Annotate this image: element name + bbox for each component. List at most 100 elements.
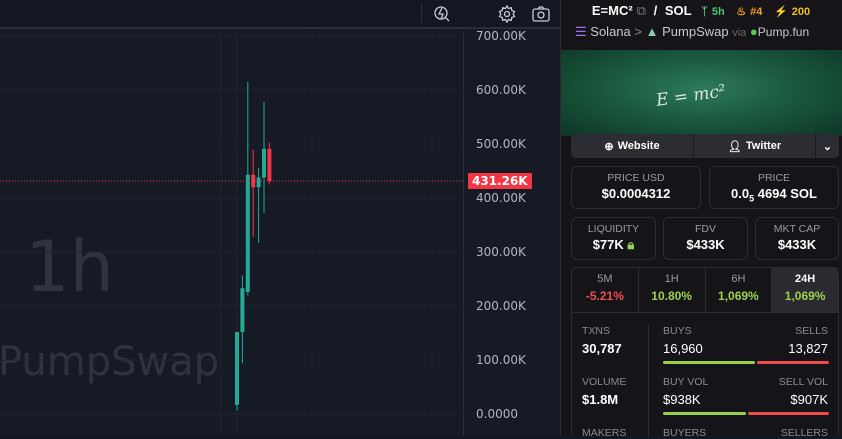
candle-body bbox=[251, 174, 256, 188]
chevron-down-icon: ⌄ bbox=[822, 140, 833, 153]
sell-vol-bar bbox=[748, 412, 829, 415]
y-tick-label: 200.00K bbox=[476, 299, 526, 313]
sell-vol-value: $907K bbox=[790, 392, 828, 407]
price-usd-card: PRICE USD $0.0004312 bbox=[571, 166, 701, 209]
social-links: ⊕ Website 👤︎ Twitter ⌄ bbox=[571, 134, 839, 158]
timeframe-tabs: 5M -5.21% 1H 10.80% 6H 1,069% 24H 1,069% bbox=[572, 268, 838, 313]
dex-link[interactable]: PumpSwap bbox=[662, 24, 729, 39]
sellers-label: SELLERS bbox=[780, 427, 828, 439]
token-banner-image: E = mc² bbox=[561, 50, 842, 136]
launchpad-link[interactable]: Pump.fun bbox=[757, 25, 810, 39]
buy-vol-bar bbox=[663, 412, 746, 415]
pill-icon: ● bbox=[749, 24, 758, 39]
pair-separator: / bbox=[653, 3, 658, 18]
boost-value: 200 bbox=[791, 6, 811, 18]
price-axis[interactable]: 700.00K 600.00K 500.00K 400.00K 300.00K 200.0… bbox=[463, 29, 560, 436]
candle-body bbox=[235, 331, 239, 405]
timeframe-stats: 5M -5.21% 1H 10.80% 6H 1,069% 24H 1,069% TXN… bbox=[571, 267, 839, 439]
fdv-card: FDV $433K bbox=[663, 217, 748, 260]
pair-info-panel: E=MC² ⧉ / SOL ᛉ 5h ♨ #4 ⚡ 200 ☰ Solana > ▲ P… bbox=[560, 0, 842, 439]
user-icon: 👤︎ bbox=[727, 140, 742, 153]
fdv-value: $433K bbox=[686, 237, 725, 252]
y-tick-label: 600.00K bbox=[476, 83, 526, 97]
tab-change: -5.21% bbox=[585, 289, 624, 303]
chart-toolbar bbox=[0, 0, 560, 29]
candle-body bbox=[256, 177, 261, 188]
rank-badge: ♨ #4 bbox=[734, 6, 764, 18]
age-badge: ᛉ 5h bbox=[699, 6, 726, 18]
watermark-interval: 1h bbox=[25, 226, 114, 308]
boost-badge: ⚡ 200 bbox=[772, 6, 812, 18]
candle-body bbox=[267, 148, 272, 182]
sells-bar bbox=[757, 361, 829, 364]
globe-icon: ⊕ bbox=[604, 140, 614, 153]
solana-icon: ☰ bbox=[575, 24, 587, 39]
watermark-source: PumpSwap bbox=[0, 339, 220, 385]
toolbar-divider bbox=[421, 3, 422, 23]
tab-6h[interactable]: 6H 1,069% bbox=[706, 268, 773, 312]
mktcap-label: MKT CAP bbox=[773, 223, 821, 235]
tab-change: 1,069% bbox=[784, 289, 826, 303]
banner-text: E = mc² bbox=[654, 81, 727, 111]
copy-icon[interactable]: ⧉ bbox=[636, 3, 646, 18]
buyers-label: BUYERS bbox=[663, 427, 707, 439]
tab-24h[interactable]: 24H 1,069% bbox=[772, 268, 838, 312]
fdv-label: FDV bbox=[695, 223, 716, 235]
tab-5m[interactable]: 5M -5.21% bbox=[572, 268, 639, 312]
twitter-label: Twitter bbox=[745, 140, 782, 152]
indicator-search-icon[interactable] bbox=[432, 4, 452, 24]
candles-layer bbox=[0, 31, 463, 436]
candle-body bbox=[262, 148, 266, 178]
liquidity-value: $77K bbox=[592, 237, 624, 252]
price-chart[interactable]: ) 1h PumpSwap 700.00K 600.00K 500.00K 400.0… bbox=[0, 0, 560, 436]
buys-label: BUYS bbox=[663, 325, 692, 337]
more-links-button[interactable]: ⌄ bbox=[816, 134, 839, 158]
plot-area[interactable]: ) 1h PumpSwap bbox=[0, 31, 463, 436]
price-native-label: PRICE bbox=[757, 172, 791, 184]
buys-bar bbox=[663, 361, 755, 364]
price-native-zeros: 5 bbox=[749, 193, 755, 204]
pair-header: E=MC² ⧉ / SOL ᛉ 5h ♨ #4 ⚡ 200 bbox=[561, 3, 842, 19]
price-native-card: PRICE 0.05 4694 SOL bbox=[709, 166, 839, 209]
tab-1h[interactable]: 1H 10.80% bbox=[639, 268, 706, 312]
last-price-label: 431.26K bbox=[468, 173, 532, 190]
buys-value: 16,960 bbox=[663, 341, 703, 356]
candle-body bbox=[240, 288, 245, 332]
quote-symbol: SOL bbox=[664, 3, 692, 18]
candle-body bbox=[245, 174, 250, 292]
lock-icon[interactable]: 🔒︎ bbox=[627, 237, 635, 252]
camera-icon[interactable] bbox=[531, 4, 551, 24]
twitter-button[interactable]: 👤︎ Twitter bbox=[694, 134, 816, 158]
breadcrumb: ☰ Solana > ▲ PumpSwap via ●Pump.fun bbox=[575, 24, 810, 39]
tab-label: 5M bbox=[597, 273, 613, 285]
website-button[interactable]: ⊕ Website bbox=[571, 134, 694, 158]
stats-divider bbox=[648, 325, 649, 437]
y-tick-label: 300.00K bbox=[476, 245, 526, 259]
liquidity-label: LIQUIDITY bbox=[587, 223, 640, 235]
tab-label: 24H bbox=[795, 273, 816, 285]
y-tick-label: 500.00K bbox=[476, 137, 526, 151]
buy-vol-value: $938K bbox=[663, 392, 701, 407]
flame-icon: ♨ bbox=[736, 6, 747, 18]
lightning-icon: ⚡ bbox=[774, 6, 788, 18]
tab-label: 6H bbox=[731, 273, 746, 285]
price-native-value: 4694 SOL bbox=[757, 186, 817, 201]
website-label: Website bbox=[617, 140, 660, 152]
chain-link[interactable]: Solana bbox=[590, 24, 631, 39]
gear-icon[interactable] bbox=[497, 4, 517, 24]
token-symbol: E=MC² bbox=[591, 3, 633, 18]
sells-value: 13,827 bbox=[788, 341, 828, 356]
pumpswap-icon: ▲ bbox=[645, 24, 659, 39]
volume-value: $1.8M bbox=[582, 392, 619, 407]
legend-fragment: ) bbox=[0, 67, 1, 83]
y-tick-label: 0.0000 bbox=[476, 407, 518, 421]
tab-change: 10.80% bbox=[651, 289, 692, 303]
mktcap-value: $433K bbox=[777, 237, 817, 252]
makers-label: MAKERS bbox=[582, 427, 627, 439]
txns-label: TXNS bbox=[582, 325, 611, 337]
sells-label: SELLS bbox=[795, 325, 828, 337]
price-usd-value: $0.0004312 bbox=[601, 186, 671, 201]
y-tick-label: 100.00K bbox=[476, 353, 526, 367]
y-tick-label: 700.00K bbox=[476, 29, 526, 43]
volume-label: VOLUME bbox=[582, 376, 627, 388]
